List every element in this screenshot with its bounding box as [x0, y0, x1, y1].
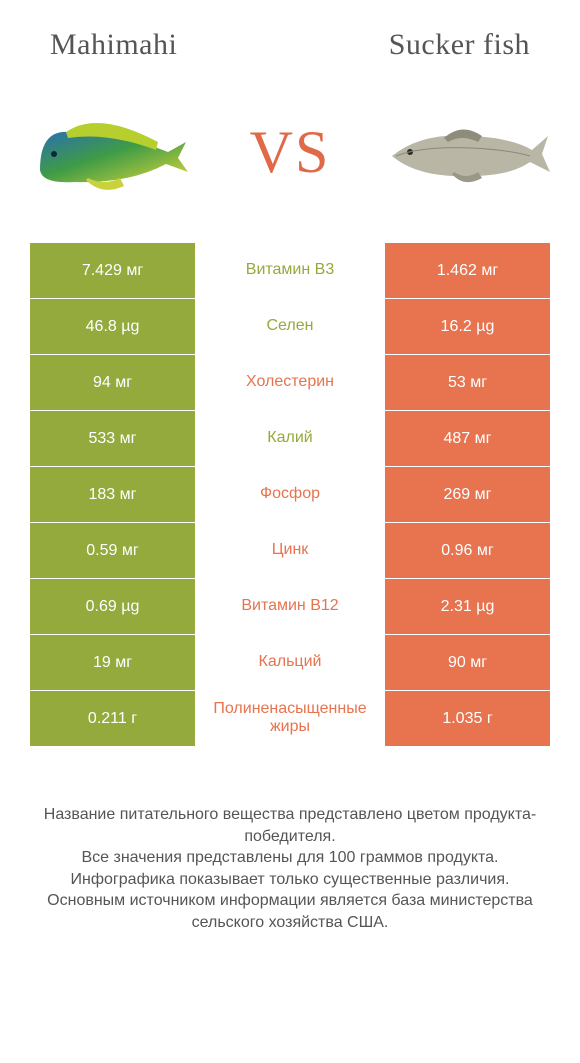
nutrient-label: Витамин B12: [195, 578, 385, 634]
header: Mahimahi Sucker fish: [0, 0, 580, 72]
suckerfish-icon: [382, 92, 552, 212]
value-left: 0.59 мг: [30, 522, 195, 578]
nutrient-label: Селен: [195, 298, 385, 354]
mahimahi-image: [28, 92, 198, 212]
title-right: Sucker fish: [389, 28, 530, 62]
value-right: 0.96 мг: [385, 522, 550, 578]
images-row: VS: [0, 72, 580, 242]
nutrient-label: Полиненасыщенные жиры: [195, 690, 385, 746]
table-row: 0.69 µgВитамин B122.31 µg: [30, 578, 550, 634]
table-row: 19 мгКальций90 мг: [30, 634, 550, 690]
comparison-table: 7.429 мгВитамин B31.462 мг46.8 µgСелен16…: [30, 242, 550, 746]
suckerfish-image: [382, 92, 552, 212]
nutrient-label: Калий: [195, 410, 385, 466]
title-left: Mahimahi: [50, 28, 177, 62]
nutrient-label: Цинк: [195, 522, 385, 578]
footer-notes: Название питательного вещества представл…: [0, 804, 580, 934]
nutrient-label: Витамин B3: [195, 242, 385, 298]
table-row: 94 мгХолестерин53 мг: [30, 354, 550, 410]
value-left: 46.8 µg: [30, 298, 195, 354]
table-row: 0.59 мгЦинк0.96 мг: [30, 522, 550, 578]
table-row: 0.211 гПолиненасыщенные жиры1.035 г: [30, 690, 550, 746]
value-right: 90 мг: [385, 634, 550, 690]
value-right: 1.462 мг: [385, 242, 550, 298]
nutrient-label: Фосфор: [195, 466, 385, 522]
nutrient-label: Кальций: [195, 634, 385, 690]
value-left: 0.211 г: [30, 690, 195, 746]
value-right: 53 мг: [385, 354, 550, 410]
footer-line: Основным источником информации является …: [36, 890, 544, 933]
table-row: 533 мгКалий487 мг: [30, 410, 550, 466]
value-left: 94 мг: [30, 354, 195, 410]
value-left: 533 мг: [30, 410, 195, 466]
value-left: 183 мг: [30, 466, 195, 522]
footer-line: Название питательного вещества представл…: [36, 804, 544, 847]
table-row: 183 мгФосфор269 мг: [30, 466, 550, 522]
footer-line: Инфографика показывает только существенн…: [36, 869, 544, 891]
value-right: 16.2 µg: [385, 298, 550, 354]
table-row: 46.8 µgСелен16.2 µg: [30, 298, 550, 354]
value-right: 487 мг: [385, 410, 550, 466]
value-right: 269 мг: [385, 466, 550, 522]
table-row: 7.429 мгВитамин B31.462 мг: [30, 242, 550, 298]
vs-label: VS: [250, 118, 331, 187]
value-right: 1.035 г: [385, 690, 550, 746]
value-left: 19 мг: [30, 634, 195, 690]
footer-line: Все значения представлены для 100 граммо…: [36, 847, 544, 869]
value-left: 7.429 мг: [30, 242, 195, 298]
value-right: 2.31 µg: [385, 578, 550, 634]
nutrient-label: Холестерин: [195, 354, 385, 410]
value-left: 0.69 µg: [30, 578, 195, 634]
mahimahi-icon: [28, 92, 198, 212]
